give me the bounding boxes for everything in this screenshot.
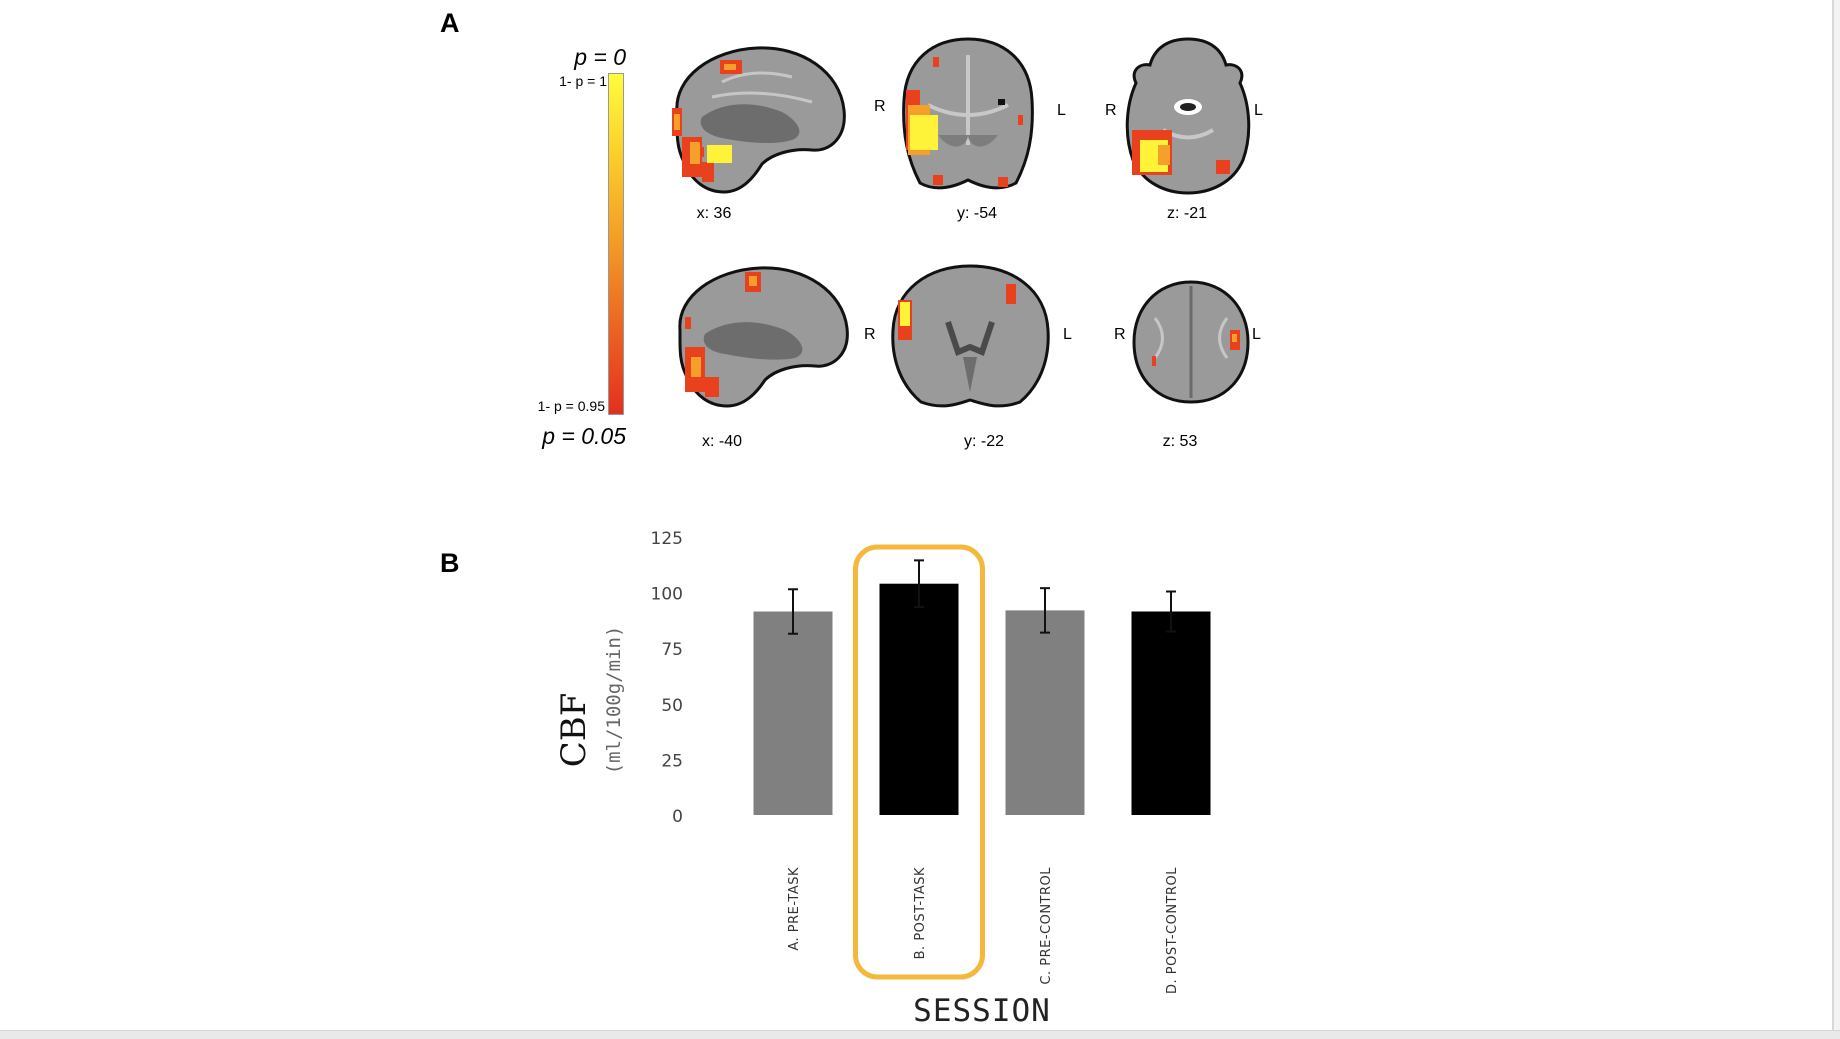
orientation-right: R [1105,102,1117,119]
slice-coordinate: x: 36 [696,205,732,222]
bar [879,583,959,815]
slice-coordinate: y: -22 [963,433,1005,450]
window-divider [1832,0,1834,1030]
x-tick-label: A. PRE-TASK [787,867,802,951]
panel-b-label: B [440,548,460,578]
colorbar-lower-tick: 1- p = 0.95 [537,398,605,414]
slice-coordinate: y: -54 [956,205,998,222]
colorbar-upper-tick: 1- p = 1 [559,73,607,89]
brain-slice-sagittal-2 [665,262,855,412]
brain-slice-coronal-2 [888,262,1053,410]
colorbar-top-label: p = 0 [574,44,626,70]
y-tick-label: 50 [661,696,683,716]
bar [753,611,833,815]
highlight-box [853,544,985,980]
brain-slice-sagittal-1 [662,42,852,200]
slice-coordinate: z: -21 [1166,205,1208,222]
panel-a-label: A [440,8,460,38]
colorbar [608,73,624,415]
brain-slice-coronal-1 [898,35,1038,195]
orientation-right: R [874,98,886,115]
y-tick-label: 25 [661,751,683,771]
brain-slice-axial-1 [1118,35,1258,195]
x-tick-label: C. PRE-CONTROL [1039,867,1054,985]
y-tick-label: 0 [672,807,683,827]
orientation-left: L [1252,326,1261,343]
orientation-right: R [1114,326,1126,343]
y-tick-label: 125 [651,529,683,549]
window-edge [1834,0,1840,1038]
slice-coordinate: x: -40 [701,433,743,450]
colorbar-bottom-label: p = 0.05 [542,423,626,449]
y-tick-label: 75 [661,640,683,660]
orientation-left: L [1254,102,1263,119]
bar [1005,610,1085,815]
x-axis-title: SESSION [913,993,1051,1029]
orientation-right: R [864,326,876,343]
y-tick-label: 100 [651,585,683,605]
brain-slice-axial-2 [1130,278,1252,406]
slice-coordinate: z: 53 [1162,433,1198,450]
bar [1131,611,1211,815]
bottom-scrollbar[interactable] [0,1030,1840,1039]
orientation-left: L [1057,102,1066,119]
x-tick-label: B. POST-TASK [913,867,928,959]
orientation-left: L [1063,326,1072,343]
x-tick-label: D. POST-CONTROL [1165,867,1180,994]
